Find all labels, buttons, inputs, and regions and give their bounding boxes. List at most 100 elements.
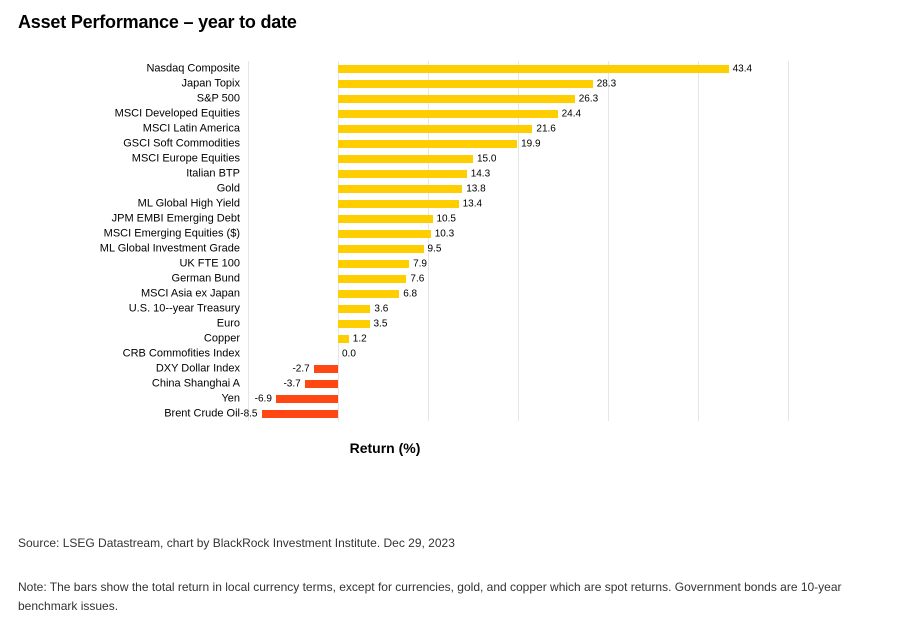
bar — [338, 170, 467, 178]
chart-row: MSCI Developed Equities 24.4 — [18, 106, 788, 121]
chart-row: ML Global Investment Grade 9.5 — [18, 241, 788, 256]
value-label: 26.3 — [579, 93, 598, 104]
value-label: 19.9 — [521, 138, 540, 149]
row-label: ML Global Investment Grade — [18, 243, 240, 254]
chart-row: Brent Crude Oil-8.5 — [18, 406, 788, 421]
note-text: Note: The bars show the total return in … — [18, 578, 900, 616]
chart-title: Asset Performance – year to date — [18, 12, 900, 33]
row-label: Gold — [18, 183, 240, 194]
chart-row: MSCI Latin America 21.6 — [18, 121, 788, 136]
bar — [338, 110, 558, 118]
bar — [338, 215, 433, 223]
bar — [305, 380, 338, 388]
chart-row: Copper 1.2 — [18, 331, 788, 346]
row-label: China Shanghai A — [18, 378, 240, 389]
row-label: MSCI Latin America — [18, 123, 240, 134]
bar — [338, 185, 462, 193]
value-label: -8.5 — [240, 408, 257, 419]
bar — [338, 65, 729, 73]
row-label: DXY Dollar Index — [18, 363, 240, 374]
row-label: MSCI Emerging Equities ($) — [18, 228, 240, 239]
bar — [314, 365, 338, 373]
row-label: Italian BTP — [18, 168, 240, 179]
chart-row: MSCI Asia ex Japan 6.8 — [18, 286, 788, 301]
chart-row: S&P 500 26.3 — [18, 91, 788, 106]
bar — [338, 125, 532, 133]
value-label: 14.3 — [471, 168, 490, 179]
chart-row: ML Global High Yield 13.4 — [18, 196, 788, 211]
value-label: 10.5 — [437, 213, 456, 224]
bar — [338, 230, 431, 238]
value-label: 21.6 — [536, 123, 555, 134]
value-label: 7.6 — [410, 273, 424, 284]
chart-row: China Shanghai A -3.7 — [18, 376, 788, 391]
chart-row: MSCI Emerging Equities ($) 10.3 — [18, 226, 788, 241]
chart-row: DXY Dollar Index -2.7 — [18, 361, 788, 376]
value-label: -6.9 — [255, 393, 272, 404]
bar — [338, 245, 424, 253]
row-label: ML Global High Yield — [18, 198, 240, 209]
x-axis-label: Return (%) — [0, 440, 770, 456]
bar — [338, 260, 409, 268]
value-label: 7.9 — [413, 258, 427, 269]
bar — [338, 200, 459, 208]
chart-row: German Bund 7.6 — [18, 271, 788, 286]
chart-row: Japan Topix28.3 — [18, 76, 788, 91]
row-label: Copper — [18, 333, 240, 344]
chart-row: JPM EMBI Emerging Debt 10.5 — [18, 211, 788, 226]
value-label: 1.2 — [353, 333, 367, 344]
bar — [338, 155, 473, 163]
value-label: 24.4 — [562, 108, 581, 119]
chart-row: Euro 3.5 — [18, 316, 788, 331]
row-label: MSCI Europe Equities — [18, 153, 240, 164]
bar — [338, 320, 370, 328]
chart-row: UK FTE 100 7.9 — [18, 256, 788, 271]
chart-row: U.S. 10--year Treasury 3.6 — [18, 301, 788, 316]
row-label: JPM EMBI Emerging Debt — [18, 213, 240, 224]
chart-row: MSCI Europe Equities 15.0 — [18, 151, 788, 166]
value-label: 13.4 — [463, 198, 482, 209]
row-label: Euro — [18, 318, 240, 329]
row-label: German Bund — [18, 273, 240, 284]
value-label: 0.0 — [342, 348, 356, 359]
value-label: 3.6 — [374, 303, 388, 314]
row-label: CRB Commofities Index — [18, 348, 240, 359]
row-label: U.S. 10--year Treasury — [18, 303, 240, 314]
bar — [338, 335, 349, 343]
bar — [262, 410, 339, 418]
chart-row: Nasdaq Composite 43.4 — [18, 61, 788, 76]
chart-row: GSCI Soft Commodities 19.9 — [18, 136, 788, 151]
row-label: MSCI Asia ex Japan — [18, 288, 240, 299]
bar — [338, 95, 575, 103]
row-label: S&P 500 — [18, 93, 240, 104]
bar — [338, 290, 399, 298]
chart-row: CRB Commofities Index 0.0 — [18, 346, 788, 361]
value-label: 43.4 — [733, 63, 752, 74]
bar — [338, 275, 406, 283]
value-label: 13.8 — [466, 183, 485, 194]
row-label: Japan Topix — [18, 78, 240, 89]
bar — [276, 395, 338, 403]
row-label: MSCI Developed Equities — [18, 108, 240, 119]
value-label: -2.7 — [292, 363, 309, 374]
bar — [338, 80, 593, 88]
value-label: 9.5 — [428, 243, 442, 254]
row-label: Brent Crude Oil — [18, 408, 240, 419]
chart-area: Nasdaq Composite43.4Japan Topix28.3S&P 5… — [18, 61, 788, 451]
row-label: Yen — [18, 393, 240, 404]
bar — [338, 305, 370, 313]
chart-row: Gold 13.8 — [18, 181, 788, 196]
gridline — [788, 61, 789, 421]
row-label: Nasdaq Composite — [18, 63, 240, 74]
value-label: 10.3 — [435, 228, 454, 239]
row-label: UK FTE 100 — [18, 258, 240, 269]
value-label: 15.0 — [477, 153, 496, 164]
chart-row: Yen -6.9 — [18, 391, 788, 406]
chart-row: Italian BTP 14.3 — [18, 166, 788, 181]
source-text: Source: LSEG Datastream, chart by BlackR… — [18, 536, 455, 550]
row-label: GSCI Soft Commodities — [18, 138, 240, 149]
value-label: 3.5 — [374, 318, 388, 329]
value-label: 6.8 — [403, 288, 417, 299]
value-label: -3.7 — [283, 378, 300, 389]
bar — [338, 140, 517, 148]
